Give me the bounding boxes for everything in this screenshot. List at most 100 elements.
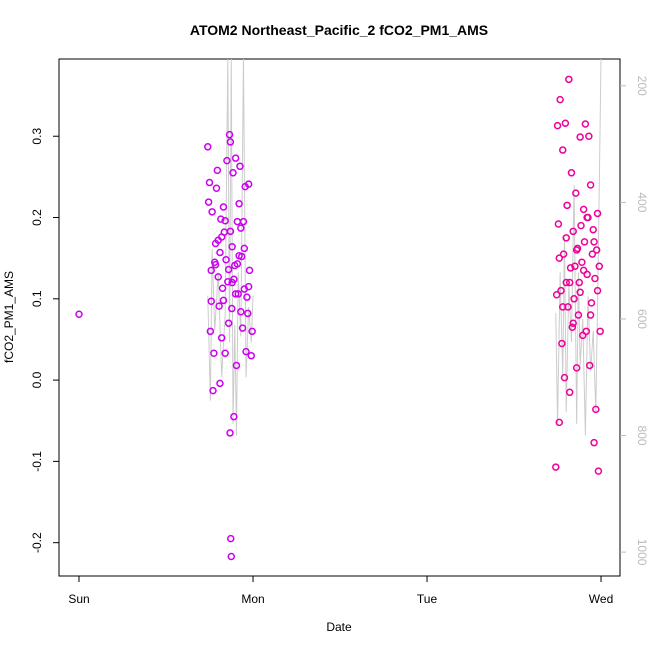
data-point <box>219 203 228 211</box>
data-point <box>564 303 572 311</box>
data-point <box>574 311 583 319</box>
data-point <box>209 386 217 395</box>
data-point <box>587 299 596 307</box>
data-point <box>583 213 591 222</box>
data-point <box>244 282 253 291</box>
data-point <box>206 327 215 336</box>
y2-tick-label: 800 <box>635 426 649 446</box>
x-axis-label: Date <box>326 620 352 634</box>
data-point <box>224 319 233 327</box>
data-point <box>578 258 586 266</box>
data-point <box>204 143 212 151</box>
data-point <box>589 225 597 234</box>
data-point <box>571 262 579 271</box>
data-point <box>566 264 575 272</box>
y2-line <box>207 59 254 436</box>
data-point <box>217 215 225 223</box>
data-point <box>211 260 220 269</box>
data-point <box>228 243 236 251</box>
data-point <box>213 166 222 175</box>
data-point <box>554 220 563 228</box>
data-point <box>248 327 256 336</box>
y2-line <box>555 59 602 436</box>
data-point <box>565 278 574 287</box>
data-point <box>577 221 585 230</box>
data-point <box>591 274 599 283</box>
data-point <box>205 178 214 187</box>
x-tick-label: Mon <box>241 592 264 606</box>
data-point <box>572 246 581 254</box>
data-point <box>590 238 598 246</box>
data-point <box>235 251 243 260</box>
data-point <box>231 290 240 298</box>
data-point <box>224 277 232 286</box>
data-point <box>235 199 243 208</box>
data-point <box>218 284 227 292</box>
data-point <box>563 201 571 210</box>
data-point <box>233 260 242 268</box>
data-point <box>561 119 570 127</box>
data-point <box>559 303 567 311</box>
data-point <box>559 250 568 258</box>
y2-tick-label: 1000 <box>635 539 649 566</box>
data-point <box>572 364 581 372</box>
data-point <box>233 217 242 226</box>
data-point <box>553 121 562 130</box>
data-point <box>210 349 218 358</box>
data-point <box>579 266 588 275</box>
data-point <box>580 238 589 246</box>
plot-frame <box>58 58 621 577</box>
data-point <box>586 181 595 189</box>
data-point <box>238 324 247 332</box>
data-point <box>75 310 83 318</box>
data-point <box>565 75 573 84</box>
data-point <box>207 266 216 275</box>
data-point <box>227 552 236 561</box>
data-point <box>223 156 231 165</box>
data-point <box>558 339 566 348</box>
data-point <box>552 463 560 471</box>
y-tick-label: 0.3 <box>30 128 44 145</box>
data-point <box>568 323 577 332</box>
data-point <box>555 254 564 262</box>
data-point <box>229 169 237 177</box>
data-point <box>555 418 564 427</box>
x-tick-label: Tue <box>417 592 438 606</box>
data-point <box>234 290 242 298</box>
data-point <box>239 217 248 226</box>
data-point <box>215 302 223 310</box>
data-point <box>592 246 601 254</box>
x-tick-label: Sun <box>68 592 89 606</box>
data-point <box>562 234 570 242</box>
data-point <box>208 208 216 216</box>
data-point <box>570 295 578 303</box>
data-point <box>231 154 240 162</box>
data-point <box>217 233 226 241</box>
data-point <box>217 334 226 342</box>
data-point <box>576 288 584 297</box>
data-point <box>243 293 251 301</box>
data-point <box>244 309 252 318</box>
data-point <box>592 405 600 414</box>
data-point <box>565 388 574 397</box>
data-point <box>556 95 564 104</box>
chart-title: ATOM2 Northeast_Pacific_2 fCO2_PM1_AMS <box>190 22 488 38</box>
data-point <box>582 327 590 336</box>
data-point <box>588 250 597 258</box>
data-point <box>216 248 224 257</box>
data-point <box>585 132 593 140</box>
y-tick-label: 0.2 <box>30 209 44 226</box>
data-point <box>226 227 235 236</box>
data-point <box>581 120 590 128</box>
data-point <box>230 275 238 284</box>
data-point <box>567 169 576 177</box>
y-axis-label: fCO2_PM1_AMS <box>2 271 16 363</box>
data-point <box>226 534 235 543</box>
data-point <box>245 266 254 275</box>
data-point <box>579 205 588 214</box>
y-tick-label: 0.1 <box>30 290 44 307</box>
data-point <box>226 138 235 146</box>
data-point <box>575 278 584 287</box>
data-point <box>240 244 249 253</box>
